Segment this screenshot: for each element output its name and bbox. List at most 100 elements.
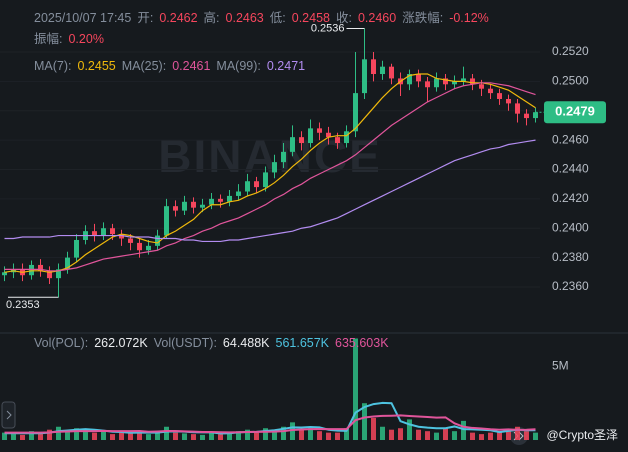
ma-legend: MA(7): 0.2455 MA(25): 0.2461 MA(99): 0.2471 <box>34 56 311 77</box>
candle-body <box>479 84 484 89</box>
candle-body <box>29 264 34 276</box>
volume-bar <box>281 426 286 440</box>
candle-body <box>119 234 124 239</box>
y-tick-label: 0.2500 <box>552 74 589 88</box>
candle-body <box>281 151 286 163</box>
candle-body <box>155 235 160 246</box>
field-label: 振幅: <box>34 32 63 46</box>
candle-body <box>515 103 520 114</box>
volume-bar <box>362 403 367 440</box>
volume-bar <box>218 434 223 440</box>
candle-body <box>434 78 439 88</box>
volume-bar <box>200 434 205 440</box>
side-toggle[interactable] <box>1 401 16 429</box>
volume-bar <box>155 431 160 440</box>
candle-body <box>191 201 196 208</box>
candle-body <box>2 272 7 276</box>
volume-bar <box>515 426 520 440</box>
candle-body <box>407 74 412 85</box>
volume-bar <box>182 433 187 440</box>
ohlc-header: 2025/10/07 17:45 开: 0.2462 高: 0.2463 低: 0.2458… <box>34 8 504 50</box>
y-tick-label: 0.2360 <box>552 279 589 293</box>
y-tick-label: 0.2460 <box>552 132 589 146</box>
volume-bar <box>227 433 232 440</box>
volume-bar <box>506 429 511 440</box>
candle-body <box>272 162 277 173</box>
volume-bar <box>263 428 268 440</box>
candle-body <box>47 270 52 279</box>
vol-ma-value: 561.657K <box>275 336 330 350</box>
candle-body <box>497 93 502 99</box>
volume-bar <box>524 431 529 440</box>
volume-bar <box>380 426 385 440</box>
vol-ma-value: 635.603K <box>335 336 389 350</box>
candle-body <box>488 88 493 94</box>
volume-bar <box>128 433 133 440</box>
volume-bar <box>101 431 106 440</box>
candle-body <box>38 264 43 271</box>
volume-bar <box>173 432 178 440</box>
candle-body <box>326 132 331 138</box>
candle-body <box>317 128 322 133</box>
annotation-label: 0.2353 <box>6 299 40 311</box>
field-label: 涨跌幅: <box>402 11 444 25</box>
volume-bar <box>74 428 79 440</box>
candle-body <box>425 81 430 88</box>
vol-ma-line <box>4 401 536 435</box>
volume-bar <box>407 419 412 440</box>
y-tick-label: 0.2440 <box>552 162 589 176</box>
candle-body <box>308 128 313 144</box>
volume-legend: Vol(POL): 262.072K Vol(USDT): 64.488K 561.65… <box>34 333 395 354</box>
candle-body <box>200 204 205 208</box>
candle-body <box>263 172 268 188</box>
watermark: BINANCE <box>158 130 382 182</box>
candle-body <box>56 269 61 279</box>
side-toggle-icon <box>6 410 12 420</box>
candle-body <box>227 195 232 202</box>
candle-body <box>164 206 169 236</box>
volume-bar <box>92 432 97 440</box>
annotation-label: 0.2536 <box>311 22 345 34</box>
volume-bar <box>461 420 466 440</box>
volume-bar <box>353 338 358 440</box>
candle-body <box>254 181 259 188</box>
field-label: 高: <box>203 11 220 25</box>
volume-bar <box>254 432 259 440</box>
volume-bar <box>425 431 430 440</box>
last-price-tag <box>544 101 606 124</box>
y-tick-label: 0.2420 <box>552 191 589 205</box>
volume-bar <box>389 429 394 440</box>
volume-bar <box>326 432 331 440</box>
ma-value: 0.2461 <box>172 59 211 73</box>
ma-label: MA(25): <box>121 59 167 73</box>
ma-line <box>4 139 536 243</box>
field-label: 收: <box>335 11 352 25</box>
volume-bar <box>317 431 322 440</box>
signature: @Crypto圣泽 <box>546 428 618 442</box>
candle-body <box>362 59 367 94</box>
volume-bar <box>47 429 52 440</box>
volume-bar <box>137 431 142 440</box>
volume-bar <box>83 429 88 440</box>
volume-bar <box>164 426 169 440</box>
candle-body <box>101 228 106 236</box>
vol-value: 262.072K <box>94 336 148 350</box>
candle-body <box>452 81 457 85</box>
volume-bar <box>479 434 484 440</box>
field-value: 0.2462 <box>159 11 198 25</box>
volume-bar <box>443 428 448 440</box>
field-value: 0.2458 <box>291 11 330 25</box>
volume-bar <box>2 432 7 440</box>
candle-body <box>506 98 511 104</box>
candle-body <box>74 239 79 258</box>
vol-ma-line <box>4 414 536 434</box>
volume-bar <box>533 432 538 440</box>
volume-bar <box>416 429 421 440</box>
last-price-label: 0.2479 <box>555 104 595 119</box>
volume-bar <box>29 431 34 440</box>
vol-value: 64.488K <box>222 336 270 350</box>
field-value: 0.2463 <box>225 11 264 25</box>
volume-bar <box>335 432 340 440</box>
candle-body <box>443 78 448 85</box>
